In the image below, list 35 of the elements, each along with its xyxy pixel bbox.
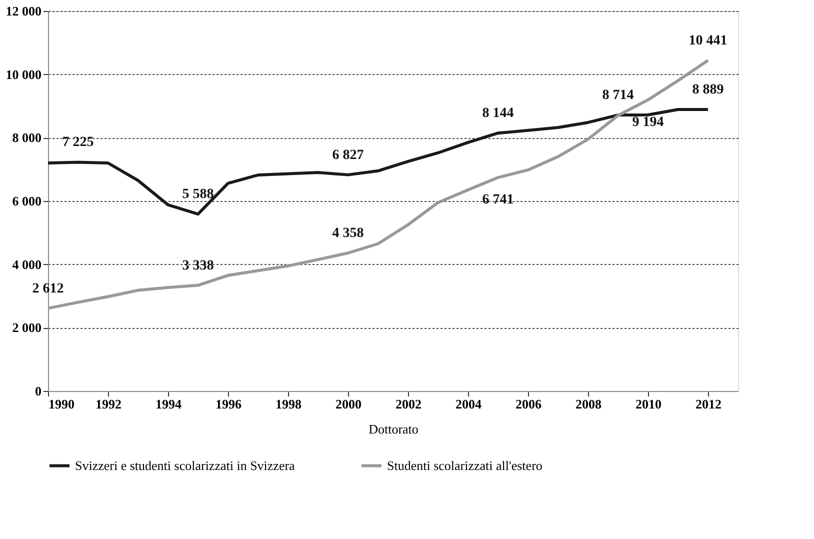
- data-label: 8 144: [482, 106, 514, 122]
- x-tick-label: 2006: [516, 396, 542, 412]
- legend-label: Studenti scolarizzati all'estero: [387, 458, 542, 473]
- y-tick-label: 0: [35, 384, 42, 398]
- data-label: 4 358: [332, 226, 364, 241]
- x-tick-label: 1990: [48, 396, 74, 412]
- y-tick-label: 6 000: [12, 194, 42, 208]
- y-tick-label: 4 000: [12, 256, 42, 272]
- line-series: [46, 108, 710, 216]
- y-tick-label: 8 000: [12, 130, 42, 146]
- x-tick-label: 2012: [696, 396, 722, 412]
- x-tick-label: 2004: [456, 396, 482, 412]
- data-label: 2 612: [32, 281, 64, 296]
- data-label: 8 889: [692, 82, 724, 98]
- x-tick-label: 1992: [96, 396, 122, 412]
- x-tick-label: 1994: [156, 396, 182, 412]
- data-label: 10 441: [688, 33, 728, 48]
- y-tick-label: 10 000: [6, 66, 42, 82]
- x-tick-label: 1996: [216, 396, 242, 412]
- y-tick-label: 2 000: [12, 320, 42, 336]
- y-tick-label: 12 000: [6, 4, 42, 18]
- data-label: 6 827: [332, 148, 364, 163]
- x-tick-label: 2010: [636, 396, 662, 412]
- x-tick-label: 2000: [336, 396, 362, 412]
- legend-label: Svizzeri e studenti scolarizzati in Svizzera: [75, 458, 296, 473]
- x-tick-label: 2002: [396, 396, 422, 412]
- data-label: 6 741: [482, 192, 514, 208]
- data-label: 5 588: [182, 187, 214, 202]
- x-axis-title: Dottorato: [368, 422, 418, 436]
- data-label: 3 338: [182, 258, 214, 274]
- data-label: 8 714: [602, 88, 634, 104]
- data-label: 9 194: [632, 114, 664, 130]
- data-label: 7 225: [62, 135, 94, 150]
- x-tick-label: 1998: [276, 396, 302, 412]
- x-tick-label: 2008: [576, 396, 602, 412]
